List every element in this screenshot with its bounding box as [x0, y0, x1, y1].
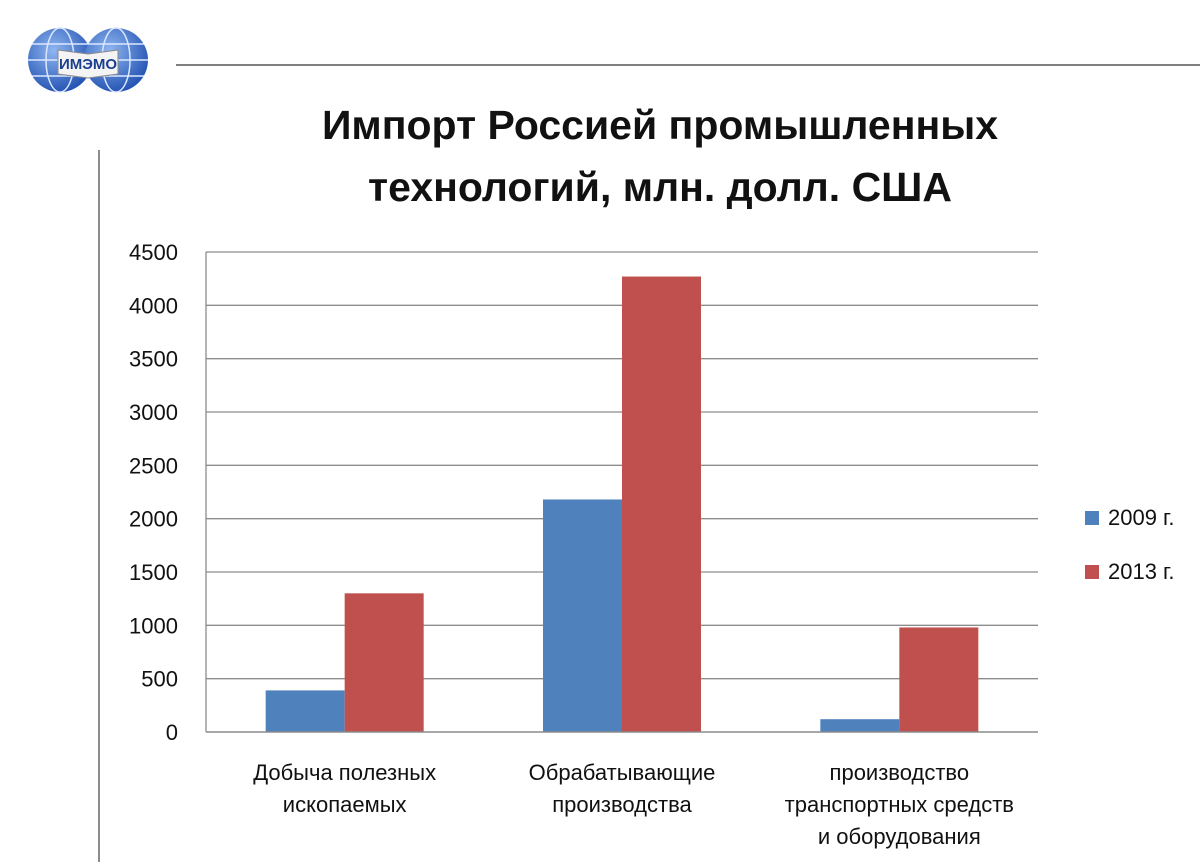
chart-title-line-1: Импорт Россией промышленных	[321, 102, 999, 148]
bar-series-1	[820, 719, 900, 732]
imemo-logo: ИМЭМО	[24, 24, 152, 96]
x-axis-categories: Добыча полезных ископаемых Обрабатывающие п…	[253, 760, 1014, 849]
x-category-label: Обрабатывающие производства	[529, 760, 716, 817]
logo-text: ИМЭМО	[59, 56, 117, 73]
legend-label: 2009 г.	[1108, 505, 1175, 530]
y-tick-label: 1500	[129, 560, 178, 585]
y-tick-label: 1000	[129, 613, 178, 638]
bar-series-1	[265, 690, 345, 732]
axes	[205, 252, 1038, 733]
bar-series-2	[899, 627, 979, 732]
globe-icon: ИМЭМО	[28, 27, 148, 93]
bar-series-1	[543, 499, 622, 732]
chart-title-line-2: технологий, млн. долл. США	[367, 164, 952, 210]
x-category-label: производство транспортных средств и оборуд…	[785, 760, 1014, 849]
y-tick-label: 2000	[129, 507, 178, 532]
y-axis-ticks: 0 500 1000 1500 2000 2500 3000 3500 4000 4500	[129, 240, 178, 745]
bar-series-2	[344, 593, 424, 732]
legend-swatch	[1085, 511, 1099, 525]
left-divider	[98, 150, 100, 862]
y-tick-label: 0	[166, 720, 178, 745]
legend-label: 2013 г.	[1108, 559, 1175, 584]
chart-title: Импорт Россией промышленных технологий, …	[180, 94, 1140, 218]
y-tick-label: 500	[141, 667, 178, 692]
y-tick-label: 3000	[129, 400, 178, 425]
legend: 2009 г. 2013 г.	[1085, 505, 1175, 584]
legend-swatch	[1085, 565, 1099, 579]
bar-series-2	[622, 276, 701, 732]
bars	[265, 276, 979, 732]
y-tick-label: 2500	[129, 453, 178, 478]
y-tick-label: 4000	[129, 293, 178, 318]
x-category-label: Добыча полезных ископаемых	[253, 760, 436, 817]
y-tick-label: 4500	[129, 240, 178, 265]
header-divider	[176, 64, 1200, 66]
y-tick-label: 3500	[129, 347, 178, 372]
